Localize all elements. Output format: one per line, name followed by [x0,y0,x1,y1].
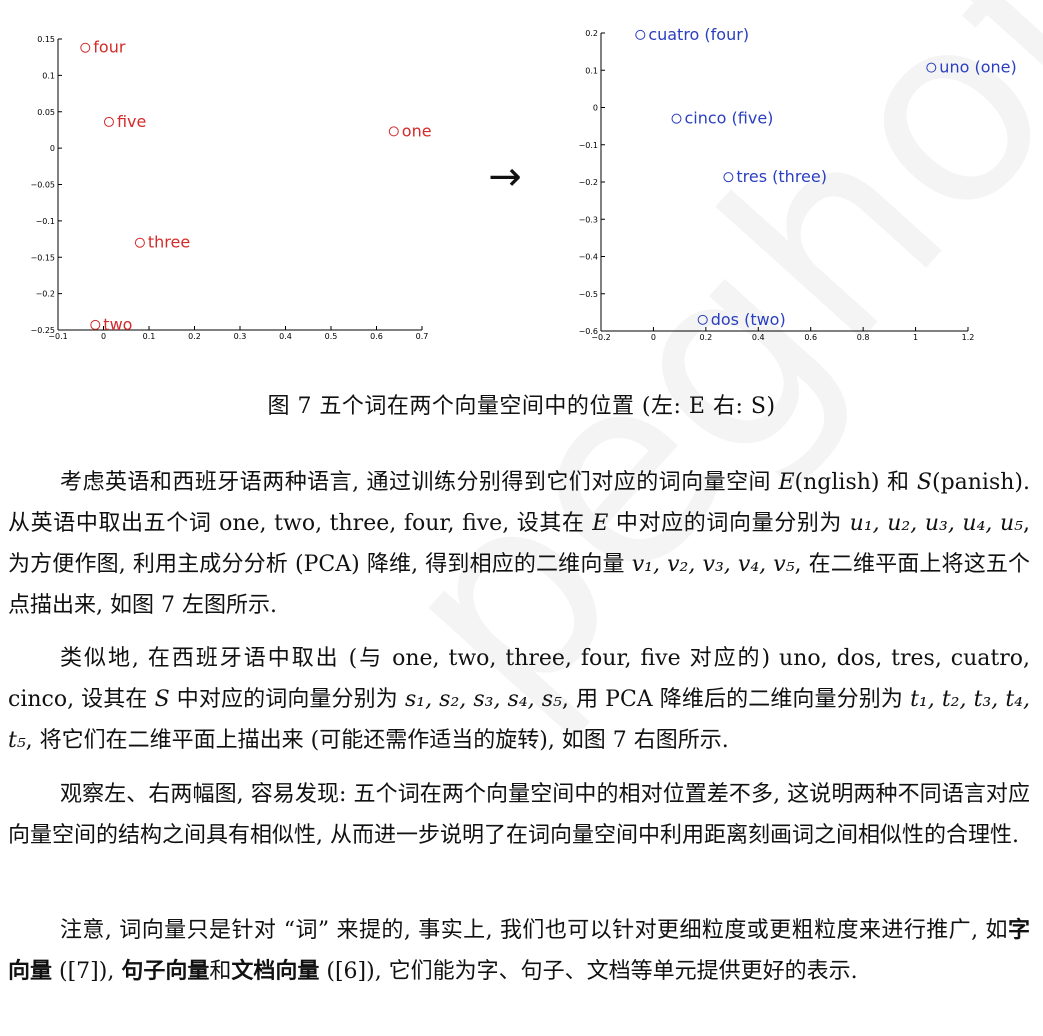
data-point-label: two [103,315,132,334]
paragraph-3: 观察左、右两幅图, 容易发现: 五个词在两个向量空间中的相对位置差不多, 这说明… [8,782,1030,848]
y-tick-label: −0.2 [36,290,55,299]
data-point [926,62,937,73]
y-tick-label: −0.1 [579,141,598,150]
y-tick-label: −0.1 [36,217,55,226]
paragraph-1: 考虑英语和西班牙语两种语言, 通过训练分别得到它们对应的词向量空间 E(ngli… [8,470,1031,618]
y-tick-label: −0.2 [579,178,598,187]
x-tick-label: 1.2 [962,333,975,342]
x-tick-label: 0.8 [857,333,870,342]
x-tick-label: 0.7 [416,332,429,341]
data-point-label: five [117,112,146,131]
paragraph-2: 类似地, 在西班牙语中取出 (与 one, two, three, four, … [8,646,1030,753]
data-point [635,29,646,40]
y-tick-label: −0.5 [579,290,598,299]
x-tick-label: −0.1 [48,332,67,341]
x-tick-label: 0.2 [188,332,201,341]
x-tick-label: 0.5 [325,332,338,341]
right-scatter-plot-spanish: −0.2 0 0.2 0.4 0.6 0.8 1 1.2 0.2 0.1 0 −0.1 −0.2 −0.3… [579,25,1017,342]
data-point-label: uno (one) [939,58,1016,77]
data-point-label: one [402,121,432,140]
x-tick-label: 0 [651,333,656,342]
x-tick-label: 0 [101,332,106,341]
y-tick-label: −0.15 [30,253,55,262]
y-tick-label: 0.2 [585,29,598,38]
data-point [723,172,734,183]
data-point [697,314,708,325]
data-point [388,126,399,137]
data-point-label: cinco (five) [684,109,773,128]
data-point-label: four [93,38,126,57]
figure-7: −0.1 0 0.1 0.2 0.3 0.4 0.5 0.6 0.70.150.10.050−0… [30,25,1017,342]
data-point [90,319,101,330]
data-point-label: tres (three) [736,167,827,186]
x-tick-label: 0.3 [234,332,247,341]
paragraph-4: 注意, 词向量只是针对 “词” 来提的, 事实上, 我们也可以针对更细粒度或更粗… [8,918,1030,984]
y-tick-label: 0.15 [37,35,55,44]
x-tick-label: 0.4 [752,333,765,342]
x-tick-label: 0.6 [804,333,817,342]
y-tick-label: 0.1 [42,71,55,80]
y-tick-label: 0.05 [37,108,55,117]
data-point [671,113,682,124]
x-tick-label: 0.1 [143,332,156,341]
arrow-icon: → [488,154,522,200]
y-tick-label: −0.25 [30,326,55,335]
y-tick-label: 0 [50,144,55,153]
x-tick-label: 0.4 [279,332,292,341]
x-tick-label: −0.2 [591,333,610,342]
y-tick-label: −0.3 [579,215,598,224]
x-tick-label: 0.6 [370,332,383,341]
x-tick-label: 0.2 [699,333,712,342]
y-tick-label: −0.4 [579,253,598,262]
data-point [103,116,114,127]
y-tick-label: 0.1 [585,66,598,75]
data-point-label: three [148,233,190,252]
y-tick-label: −0.05 [30,181,55,190]
y-tick-label: −0.6 [579,327,598,336]
data-point-label: cuatro (four) [648,25,749,44]
figure-caption: 图 7 五个词在两个向量空间中的位置 (左: E 右: S) [267,394,776,419]
x-tick-label: 1 [913,333,918,342]
data-point [134,237,145,248]
data-point-label: dos (two) [711,310,786,329]
left-scatter-plot-english: −0.1 0 0.1 0.2 0.3 0.4 0.5 0.6 0.7 0.15 0.1 0.05 0 −0… [30,35,431,341]
data-point [80,42,91,53]
y-tick-label: 0 [593,104,598,113]
